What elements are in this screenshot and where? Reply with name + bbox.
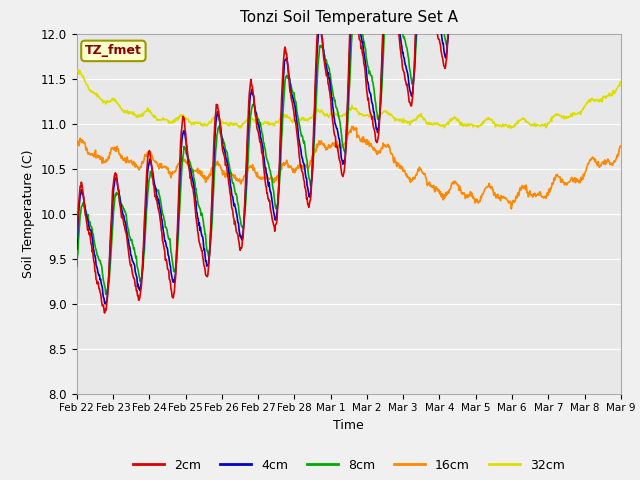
Legend: 2cm, 4cm, 8cm, 16cm, 32cm: 2cm, 4cm, 8cm, 16cm, 32cm	[128, 454, 570, 477]
X-axis label: Time: Time	[333, 419, 364, 432]
Text: TZ_fmet: TZ_fmet	[85, 44, 142, 58]
Y-axis label: Soil Temperature (C): Soil Temperature (C)	[22, 149, 35, 278]
Title: Tonzi Soil Temperature Set A: Tonzi Soil Temperature Set A	[240, 11, 458, 25]
